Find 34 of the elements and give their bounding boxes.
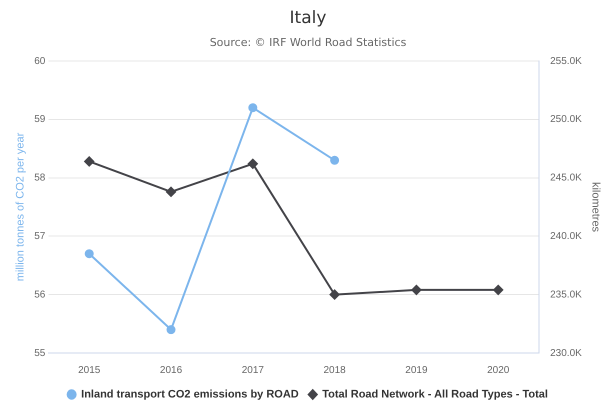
x-tick-label: 2018 xyxy=(323,364,346,376)
y-tick-label: 56 xyxy=(34,289,46,300)
y-tick-label: 58 xyxy=(34,172,46,184)
point xyxy=(248,103,258,112)
y-axis-title: million tonnes of CO2 per year xyxy=(14,132,27,282)
y2-tick-label: 250.0K xyxy=(550,114,582,126)
x-tick-label: 2020 xyxy=(487,364,510,376)
x-tick-label: 2016 xyxy=(160,364,183,376)
x-tick-label: 2017 xyxy=(242,364,264,376)
x-tick-label: 2015 xyxy=(78,364,101,376)
y2-tick-label: 235.0K xyxy=(550,289,582,300)
point xyxy=(330,290,340,300)
point xyxy=(84,249,94,258)
legend-label: Total Road Network - All Road Types - Total xyxy=(322,388,548,401)
y-tick-label: 60 xyxy=(34,56,46,67)
y2-tick-label: 240.0K xyxy=(550,230,582,242)
point xyxy=(84,156,94,166)
point xyxy=(330,156,340,165)
legend-label: Inland transport CO2 emissions by ROAD xyxy=(81,388,299,401)
x-tick-label: 2019 xyxy=(405,364,428,376)
y-tick-label: 55 xyxy=(34,348,46,359)
chart-title: Italy xyxy=(288,8,328,28)
point xyxy=(248,158,258,169)
y-tick-label: 57 xyxy=(34,230,46,242)
chart-subtitle: Source: © IRF World Road Statistics xyxy=(208,36,408,49)
y-tick-label: 59 xyxy=(34,114,46,126)
point xyxy=(166,325,176,334)
point xyxy=(493,284,504,295)
y2-tick-label: 230.0K xyxy=(550,348,582,359)
point xyxy=(166,186,176,197)
point xyxy=(411,284,422,295)
y2-tick-label: 245.0K xyxy=(550,172,582,184)
y2-axis-title: kilometres xyxy=(589,182,602,233)
y2-tick-label: 255.0K xyxy=(550,56,582,67)
